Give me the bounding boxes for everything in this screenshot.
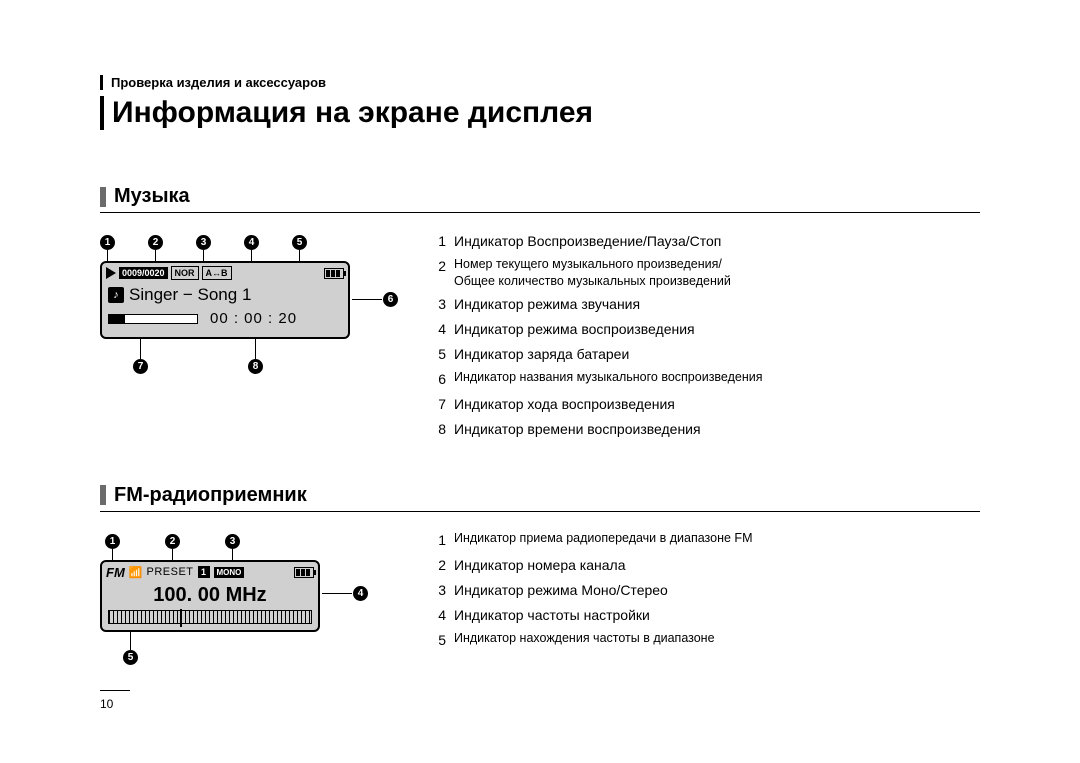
fm-section-body: 1 2 3 FM 📶 PRESET 1 MONO 100. 00 MHz (100, 530, 980, 655)
music-callouts-top: 1 2 3 4 5 (100, 235, 307, 250)
legend-text: Индикатор Воспроизведение/Пауза/Стоп (454, 231, 980, 252)
page-number: 10 (100, 690, 130, 711)
legend-text: Индикатор режима Моно/Стерео (454, 580, 980, 601)
music-note-icon: ♪ (108, 287, 124, 303)
fm-needle-icon (180, 609, 182, 627)
fm-diagram: 1 2 3 FM 📶 PRESET 1 MONO 100. 00 MHz (100, 530, 390, 655)
fm-legend: 1Индикатор приема радиопередачи в диапаз… (430, 530, 980, 655)
section-bar-icon (100, 485, 106, 505)
page-content: Проверка изделия и аксессуаров Информаци… (100, 75, 980, 695)
music-section-body: 1 2 3 4 5 0009/0020 NOR A↔B (100, 231, 980, 444)
section-label: FM-радиоприемник (114, 484, 307, 507)
legend-text: Индикатор заряда батареи (454, 344, 980, 365)
fm-callouts-top: 1 2 3 (105, 534, 240, 549)
progress-bar (108, 314, 198, 324)
callout-circle: 1 (100, 235, 115, 250)
section-bar-icon (100, 187, 106, 207)
music-lcd-bottom-row: 00 : 00 : 20 (102, 307, 348, 331)
legend-text: Индикатор режима воспроизведения (454, 319, 980, 340)
fm-lcd: FM 📶 PRESET 1 MONO 100. 00 MHz (100, 560, 320, 632)
music-lcd-song-row: ♪ Singer − Song 1 (102, 283, 348, 307)
callout-circle: 1 (105, 534, 120, 549)
music-callouts-bottom: 7 8 (133, 359, 263, 374)
lead-line (130, 632, 131, 650)
breadcrumb: Проверка изделия и аксессуаров (100, 75, 980, 90)
callout-circle: 8 (248, 359, 263, 374)
battery-icon (324, 268, 344, 279)
callout-circle: 2 (148, 235, 163, 250)
legend-text: Индикатор режима звучания (454, 294, 980, 315)
callout-circle: 7 (133, 359, 148, 374)
music-legend: 1Индикатор Воспроизведение/Пауза/Стоп 2Н… (430, 231, 980, 444)
preset-label: PRESET (146, 566, 193, 578)
lead-line (255, 339, 256, 359)
section-header-fm: FM-радиоприемник (100, 484, 980, 512)
preset-number: 1 (198, 566, 210, 578)
sound-mode-chip: NOR (171, 266, 199, 280)
callout-circle: 5 (292, 235, 307, 250)
track-counter-chip: 0009/0020 (119, 267, 168, 279)
callout-circle: 4 (353, 586, 368, 601)
legend-text: Индикатор частоты настройки (454, 605, 980, 626)
play-mode-chip: A↔B (202, 266, 232, 280)
legend-text: Индикатор приема радиопередачи в диапазо… (454, 530, 980, 551)
lead-line (140, 339, 141, 359)
fm-scale-bar (108, 610, 312, 624)
page-title: Информация на экране дисплея (100, 96, 980, 130)
song-title: Singer − Song 1 (129, 285, 251, 305)
legend-text: Индикатор хода воспроизведения (454, 394, 980, 415)
callout-circle: 3 (196, 235, 211, 250)
callout-circle: 4 (244, 235, 259, 250)
music-lcd: 0009/0020 NOR A↔B ♪ Singer − Song 1 00 :… (100, 261, 350, 339)
legend-text: Индикатор номера канала (454, 555, 980, 576)
elapsed-time: 00 : 00 : 20 (210, 310, 297, 327)
play-icon (106, 267, 116, 279)
callout-circle: 6 (383, 292, 398, 307)
callout-circle: 3 (225, 534, 240, 549)
lead-line (322, 593, 352, 594)
mono-chip: MONO (214, 567, 245, 578)
legend-text: Индикатор времени воспроизведения (454, 419, 980, 440)
music-diagram: 1 2 3 4 5 0009/0020 NOR A↔B (100, 231, 390, 444)
battery-icon (294, 567, 314, 578)
section-label: Музыка (114, 185, 190, 208)
legend-text: Индикатор названия музыкального воспроиз… (454, 369, 980, 390)
lead-line (352, 299, 382, 300)
legend-text: Индикатор нахождения частоты в диапазоне (454, 630, 980, 651)
antenna-icon: 📶 (129, 566, 143, 579)
fm-lcd-top-row: FM 📶 PRESET 1 MONO (102, 562, 318, 583)
legend-text: Номер текущего музыкального произведения… (454, 256, 980, 290)
music-lcd-top-row: 0009/0020 NOR A↔B (102, 263, 348, 283)
section-header-music: Музыка (100, 185, 980, 213)
fm-scale (102, 608, 318, 628)
fm-label: FM (106, 565, 125, 580)
callout-circle: 5 (123, 650, 138, 665)
fm-frequency: 100. 00 MHz (102, 583, 318, 608)
callout-circle: 2 (165, 534, 180, 549)
